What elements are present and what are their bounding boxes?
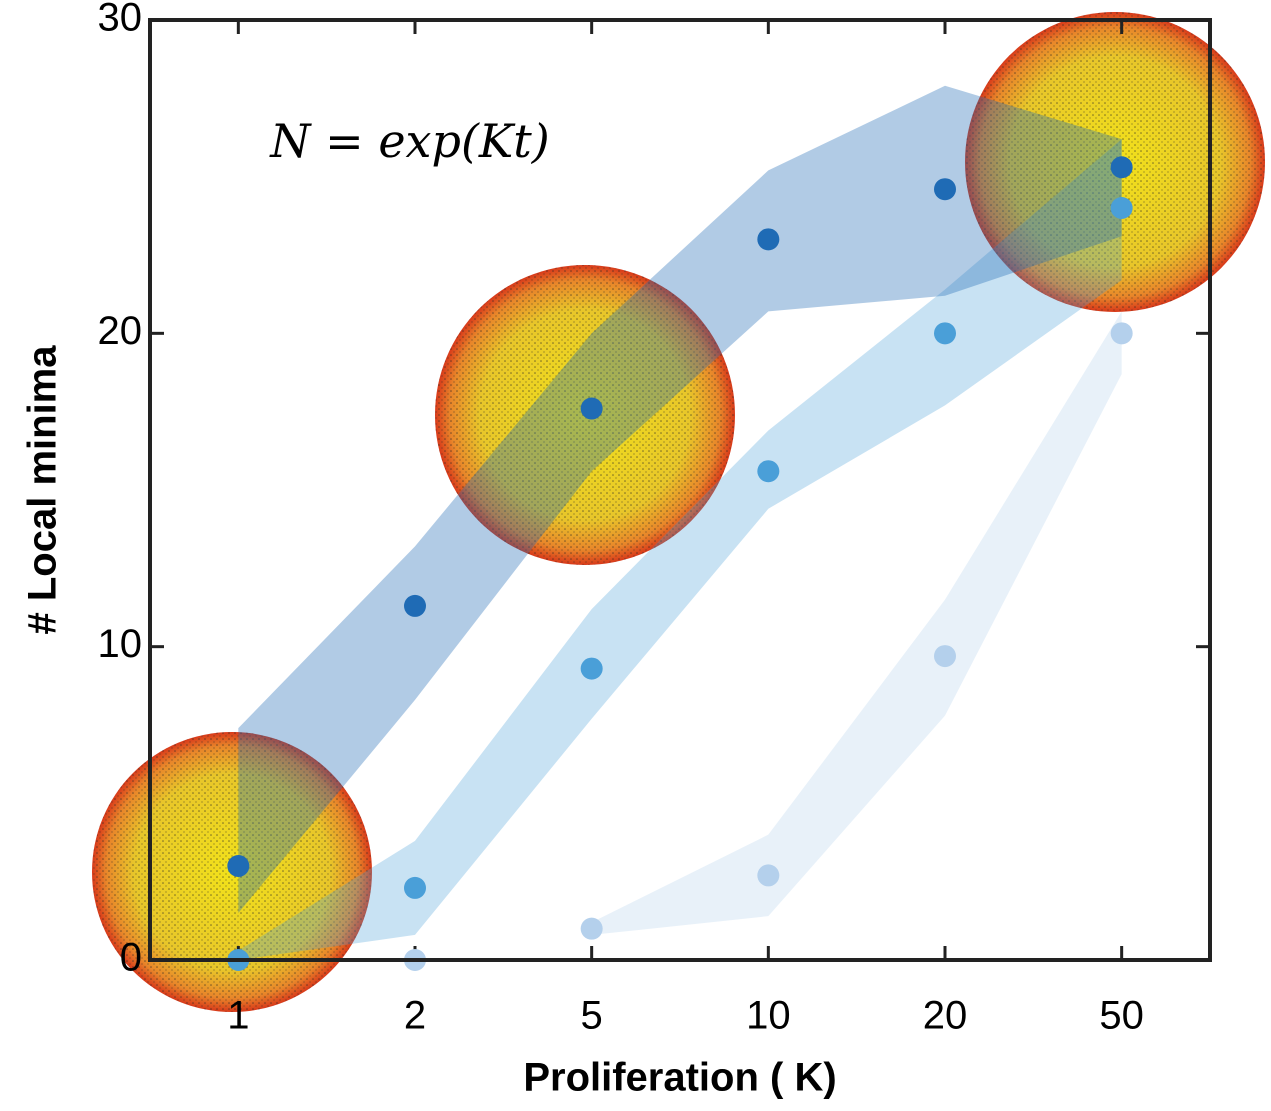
data-point — [1110, 322, 1133, 345]
annotation: N = exp(Kt) — [269, 114, 549, 168]
data-point — [404, 876, 426, 899]
x-tick-label: 5 — [581, 994, 603, 1038]
y-tick-label: 0 — [120, 936, 142, 980]
x-axis-label: Proliferation ( K) — [523, 1056, 836, 1100]
x-tick-label: 20 — [923, 994, 968, 1038]
error-band — [591, 311, 1122, 935]
data-point — [934, 178, 956, 201]
data-point — [580, 657, 603, 680]
data-point — [227, 855, 250, 877]
y-tick-label: 30 — [98, 0, 143, 40]
x-tick-label: 2 — [404, 994, 426, 1038]
x-tick-label: 1 — [227, 994, 249, 1038]
data-point — [934, 645, 956, 668]
y-tick-label: 20 — [98, 309, 143, 353]
error-band — [238, 139, 1122, 961]
data-point — [757, 228, 780, 251]
x-tick-label: 50 — [1099, 994, 1144, 1038]
data-point — [580, 917, 603, 940]
data-point — [757, 460, 780, 483]
y-axis-label: # Local minima — [21, 345, 65, 635]
data-point — [404, 594, 426, 617]
data-point — [1110, 197, 1133, 219]
plot-frame — [148, 18, 1212, 962]
data-point — [580, 397, 603, 420]
error-band — [238, 85, 1122, 914]
data-point — [757, 864, 780, 887]
data-point — [934, 322, 956, 345]
y-tick-label: 10 — [98, 622, 143, 666]
x-tick-label: 10 — [746, 994, 791, 1038]
data-point — [1110, 156, 1133, 179]
